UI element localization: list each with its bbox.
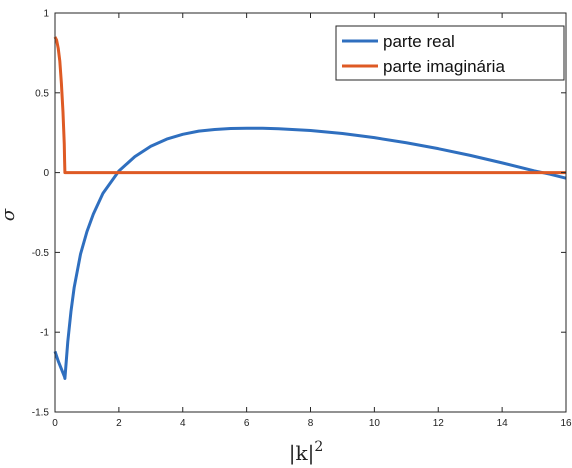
x-tick-label: 10 [369,418,381,429]
legend: parte real parte imaginária [335,25,565,81]
ticks-layer: 0 2 4 6 8 10 12 14 16 -1.5 -1 -0.5 0 0.5 1 [32,9,572,430]
y-tick-label: 1 [43,9,49,20]
x-tick-label: 0 [52,418,58,429]
x-axis-label-exponent: 2 [314,439,323,455]
x-tick-label: 4 [180,418,186,429]
y-tick-label: -0.5 [32,248,50,259]
y-tick-label: 0 [43,168,49,179]
x-tick-label: 8 [308,418,314,429]
series-line-imaginary [53,36,566,175]
y-tick-label: -1 [40,328,49,339]
legend-label: parte real [383,32,455,51]
x-tick-label: 16 [560,418,572,429]
y-tick-label: 0.5 [35,88,49,99]
legend-label: parte imaginária [383,57,505,76]
legend-box [335,25,565,81]
x-axis-label-base: |k| [289,441,315,466]
y-tick-label: -1.5 [32,408,50,419]
x-tick-label: 14 [497,418,509,429]
x-axis-label: |k|2 [289,439,324,466]
x-tick-label: 6 [244,418,250,429]
series-layer [53,36,567,380]
series-line-real [53,126,567,380]
y-axis-label: σ [0,208,19,221]
x-tick-label: 2 [116,418,122,429]
x-tick-label: 12 [433,418,445,429]
